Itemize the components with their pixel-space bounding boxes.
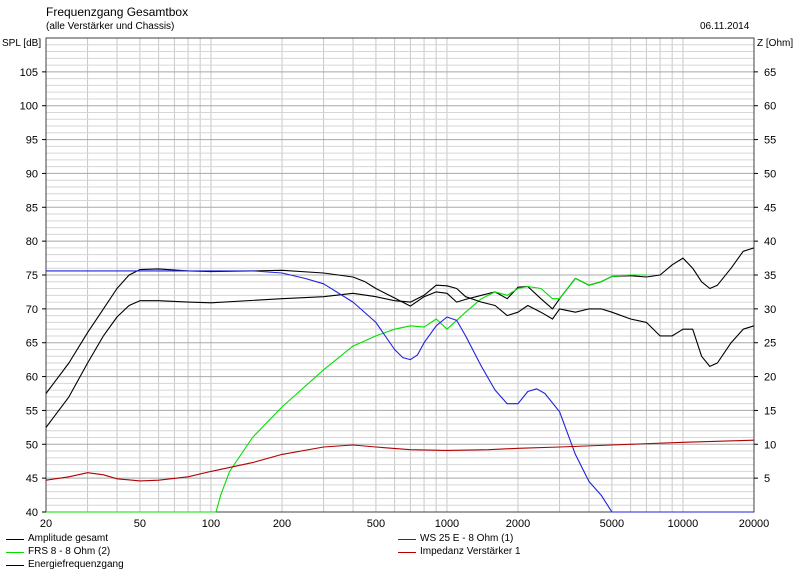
x-tick-label: 1000 (435, 518, 459, 530)
series-line (46, 274, 647, 513)
y-tick-label-left: 75 (26, 270, 38, 282)
y-tick-label-left: 45 (26, 473, 38, 485)
legend-label: Impedanz Verstärker 1 (420, 546, 521, 557)
y-tick-label-left: 60 (26, 372, 38, 384)
y-tick-label-right: 65 (764, 67, 776, 79)
x-tick-label: 5000 (600, 518, 624, 530)
x-tick-label: 20000 (739, 518, 770, 530)
y-tick-label-right: 20 (764, 372, 776, 384)
y-tick-label-left: 55 (26, 405, 38, 417)
y-tick-label-left: 100 (20, 101, 38, 113)
x-tick-label: 20 (40, 518, 52, 530)
legend-label: Amplitude gesamt (28, 533, 109, 544)
y-tick-label-right: 30 (764, 304, 776, 316)
y-axis-left-label: SPL [dB] (2, 38, 42, 49)
series-line (45, 247, 755, 394)
legend-swatch (398, 539, 416, 540)
y-tick-label-left: 90 (26, 168, 38, 180)
x-tick-label: 50 (134, 518, 146, 530)
y-tick-label-left: 70 (26, 304, 38, 316)
legend-swatch (398, 552, 416, 553)
x-tick-label: 2000 (506, 518, 530, 530)
legend-swatch (6, 565, 24, 566)
y-tick-label-left: 85 (26, 202, 38, 214)
y-tick-label-right: 35 (764, 270, 776, 282)
x-tick-label: 500 (367, 518, 385, 530)
legend-label: WS 25 E - 8 Ohm (1) (420, 533, 514, 544)
y-tick-label-right: 45 (764, 202, 776, 214)
legend-label: Energiefrequenzgang (28, 559, 124, 570)
series-line (45, 284, 755, 428)
chart-subtitle: (alle Verstärker und Chassis) (46, 21, 175, 32)
y-tick-label-right: 40 (764, 236, 776, 248)
y-tick-label-right: 15 (764, 405, 776, 417)
x-tick-label: 10000 (668, 518, 699, 530)
y-tick-label-right: 5 (764, 473, 770, 485)
y-tick-label-left: 105 (20, 67, 38, 79)
chart-title: Frequenzgang Gesamtbox (46, 5, 189, 19)
y-tick-label-right: 50 (764, 168, 776, 180)
y-axis-right-label: Z [Ohm] (757, 38, 794, 49)
y-tick-label-left: 50 (26, 439, 38, 451)
chart-date: 06.11.2014 (700, 21, 750, 32)
series-line (46, 270, 754, 513)
legend-label: FRS 8 - 8 Ohm (2) (28, 546, 111, 557)
y-tick-label-left: 95 (26, 135, 38, 147)
x-tick-label: 200 (273, 518, 291, 530)
y-tick-label-right: 60 (764, 101, 776, 113)
series-line (45, 439, 755, 482)
y-tick-label-left: 80 (26, 236, 38, 248)
y-tick-label-left: 40 (26, 507, 38, 519)
legend-swatch (6, 552, 24, 553)
y-tick-label-right: 10 (764, 439, 776, 451)
x-tick-label: 100 (202, 518, 220, 530)
y-tick-label-left: 65 (26, 338, 38, 350)
legend-swatch (6, 539, 24, 540)
y-tick-label-right: 25 (764, 338, 776, 350)
y-tick-label-right: 55 (764, 135, 776, 147)
